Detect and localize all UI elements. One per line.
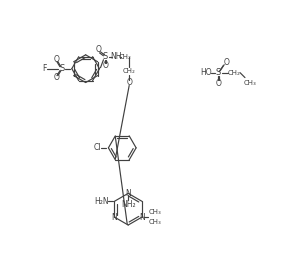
Text: O: O [103,61,108,70]
Text: NH₂: NH₂ [121,200,136,209]
Text: CH₃: CH₃ [149,209,162,215]
Text: S: S [216,68,221,77]
Text: O: O [215,79,221,88]
Text: N: N [125,189,131,198]
Text: H₂N: H₂N [94,197,109,206]
Text: CH₃: CH₃ [149,219,162,225]
Text: S: S [103,52,108,61]
Text: O: O [54,73,60,82]
Text: NH: NH [111,52,122,61]
Text: O: O [126,78,132,87]
Text: CH₂: CH₂ [119,54,132,60]
Text: O: O [54,55,60,64]
Text: O: O [223,58,229,67]
Text: CH₃: CH₃ [243,80,256,86]
Text: CH₂: CH₂ [228,70,240,76]
Text: S: S [59,64,64,73]
Text: HO: HO [201,68,212,77]
Text: F: F [42,64,46,73]
Text: N: N [112,213,117,222]
Text: N: N [139,213,145,222]
Text: O: O [96,45,101,54]
Text: Cl: Cl [94,143,101,152]
Text: CH₂: CH₂ [123,68,136,74]
